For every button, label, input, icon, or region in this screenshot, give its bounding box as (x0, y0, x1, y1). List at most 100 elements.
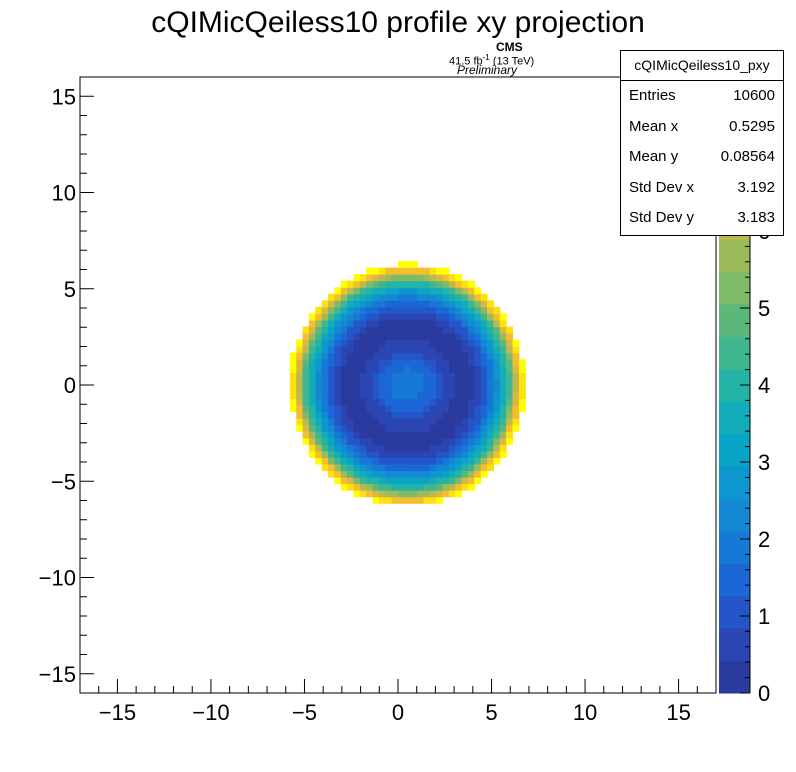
heatmap-bin (410, 280, 418, 288)
heatmap-bin (474, 424, 482, 432)
heatmap-bin (353, 385, 361, 393)
heatmap-bin (296, 346, 304, 354)
heatmap-bin (474, 326, 482, 334)
heatmap-bin (359, 378, 367, 386)
heatmap-bin (353, 352, 361, 360)
heatmap-bin (308, 372, 316, 380)
heatmap-bin (512, 418, 520, 426)
heatmap-bin (429, 470, 437, 478)
heatmap-bin (429, 280, 437, 288)
heatmap-bin (385, 391, 393, 400)
heatmap-bin (398, 293, 405, 301)
y-tick-label: 10 (52, 181, 76, 206)
heatmap-bin (448, 405, 456, 413)
heatmap-bin (398, 280, 405, 288)
heatmap-bin (321, 378, 329, 386)
heatmap-bin (321, 391, 329, 400)
stats-key: Mean y (629, 148, 679, 165)
stats-row: Entries 10600 (621, 81, 783, 112)
heatmap-bin (359, 333, 367, 341)
heatmap-bin (353, 365, 361, 373)
heatmap-bin (480, 313, 488, 321)
heatmap-bin (461, 359, 469, 367)
heatmap-bin (340, 280, 348, 288)
heatmap-bin (347, 424, 355, 432)
heatmap-bin (328, 333, 335, 341)
heatmap-bin (321, 411, 329, 419)
heatmap-bin (296, 411, 304, 419)
heatmap-bin (429, 405, 437, 413)
heatmap-bin (474, 359, 482, 367)
heatmap-bin (359, 319, 367, 328)
heatmap-bin (359, 398, 367, 406)
heatmap-bin (417, 424, 425, 432)
heatmap-bin (410, 267, 418, 275)
color-scale-segment (719, 271, 750, 305)
heatmap-bin (436, 496, 444, 504)
heatmap-bin (385, 333, 393, 341)
heatmap-bin (455, 339, 463, 347)
heatmap-bin (372, 300, 380, 308)
heatmap-bin (378, 424, 386, 432)
heatmap-bin (372, 477, 380, 485)
heatmap-bin (340, 398, 348, 406)
heatmap-bin (474, 333, 482, 341)
heatmap-bin (461, 326, 469, 334)
heatmap-bin (385, 287, 393, 295)
heatmap-bin (296, 398, 304, 406)
heatmap-bin (455, 385, 463, 393)
stats-key: Std Dev x (629, 178, 695, 196)
heatmap-bin (347, 483, 355, 491)
heatmap-bin (391, 457, 399, 465)
heatmap-bin (423, 477, 431, 485)
heatmap-bin (436, 293, 444, 301)
heatmap-bin (480, 418, 488, 426)
heatmap-bin (410, 405, 418, 413)
heatmap-bin (474, 287, 482, 295)
heatmap-bin (442, 352, 450, 360)
heatmap-bin (474, 457, 482, 465)
heatmap-bin (474, 378, 482, 386)
heatmap-bin (404, 339, 412, 347)
heatmap-bin (372, 333, 380, 341)
heatmap-bin (366, 319, 374, 328)
heatmap-bin (467, 378, 475, 386)
heatmap-bin (315, 405, 323, 413)
heatmap-bin (417, 431, 425, 439)
heatmap-bin (474, 293, 482, 301)
heatmap-bin (487, 378, 494, 386)
heatmap-bin (506, 359, 514, 367)
heatmap-bin (404, 496, 412, 504)
z-tick-label: 3 (758, 450, 770, 475)
heatmap-bin (487, 450, 494, 458)
heatmap-bin (404, 352, 412, 360)
z-tick-label: 1 (758, 604, 770, 629)
heatmap-bin (347, 319, 355, 328)
heatmap-bin (334, 333, 342, 341)
heatmap-bin (308, 391, 316, 400)
heatmap-bin (499, 385, 507, 393)
heatmap-bin (315, 352, 323, 360)
heatmap-bin (359, 431, 367, 439)
heatmap-bin (467, 424, 475, 432)
heatmap-bin (423, 405, 431, 413)
heatmap-bin (487, 333, 494, 341)
heatmap-bin (366, 391, 374, 400)
heatmap-bin (378, 496, 386, 504)
heatmap-bin (410, 365, 418, 373)
heatmap-bin (423, 470, 431, 478)
heatmap-bin (493, 346, 501, 354)
x-axis: −15 −10 −5 0 5 10 15 (98, 679, 698, 725)
heatmap-bin (423, 306, 431, 314)
heatmap-bin (461, 319, 469, 328)
heatmap-bin (429, 398, 437, 406)
heatmap-bin (467, 477, 475, 485)
heatmap-bin (455, 300, 463, 308)
heatmap-bin (321, 359, 329, 367)
heatmap-bin (378, 274, 386, 282)
heatmap-bin (436, 450, 444, 458)
heatmap-bin (385, 431, 393, 439)
heatmap-bin (448, 470, 456, 478)
heatmap-bin (391, 411, 399, 419)
heatmap-bin (328, 437, 335, 445)
